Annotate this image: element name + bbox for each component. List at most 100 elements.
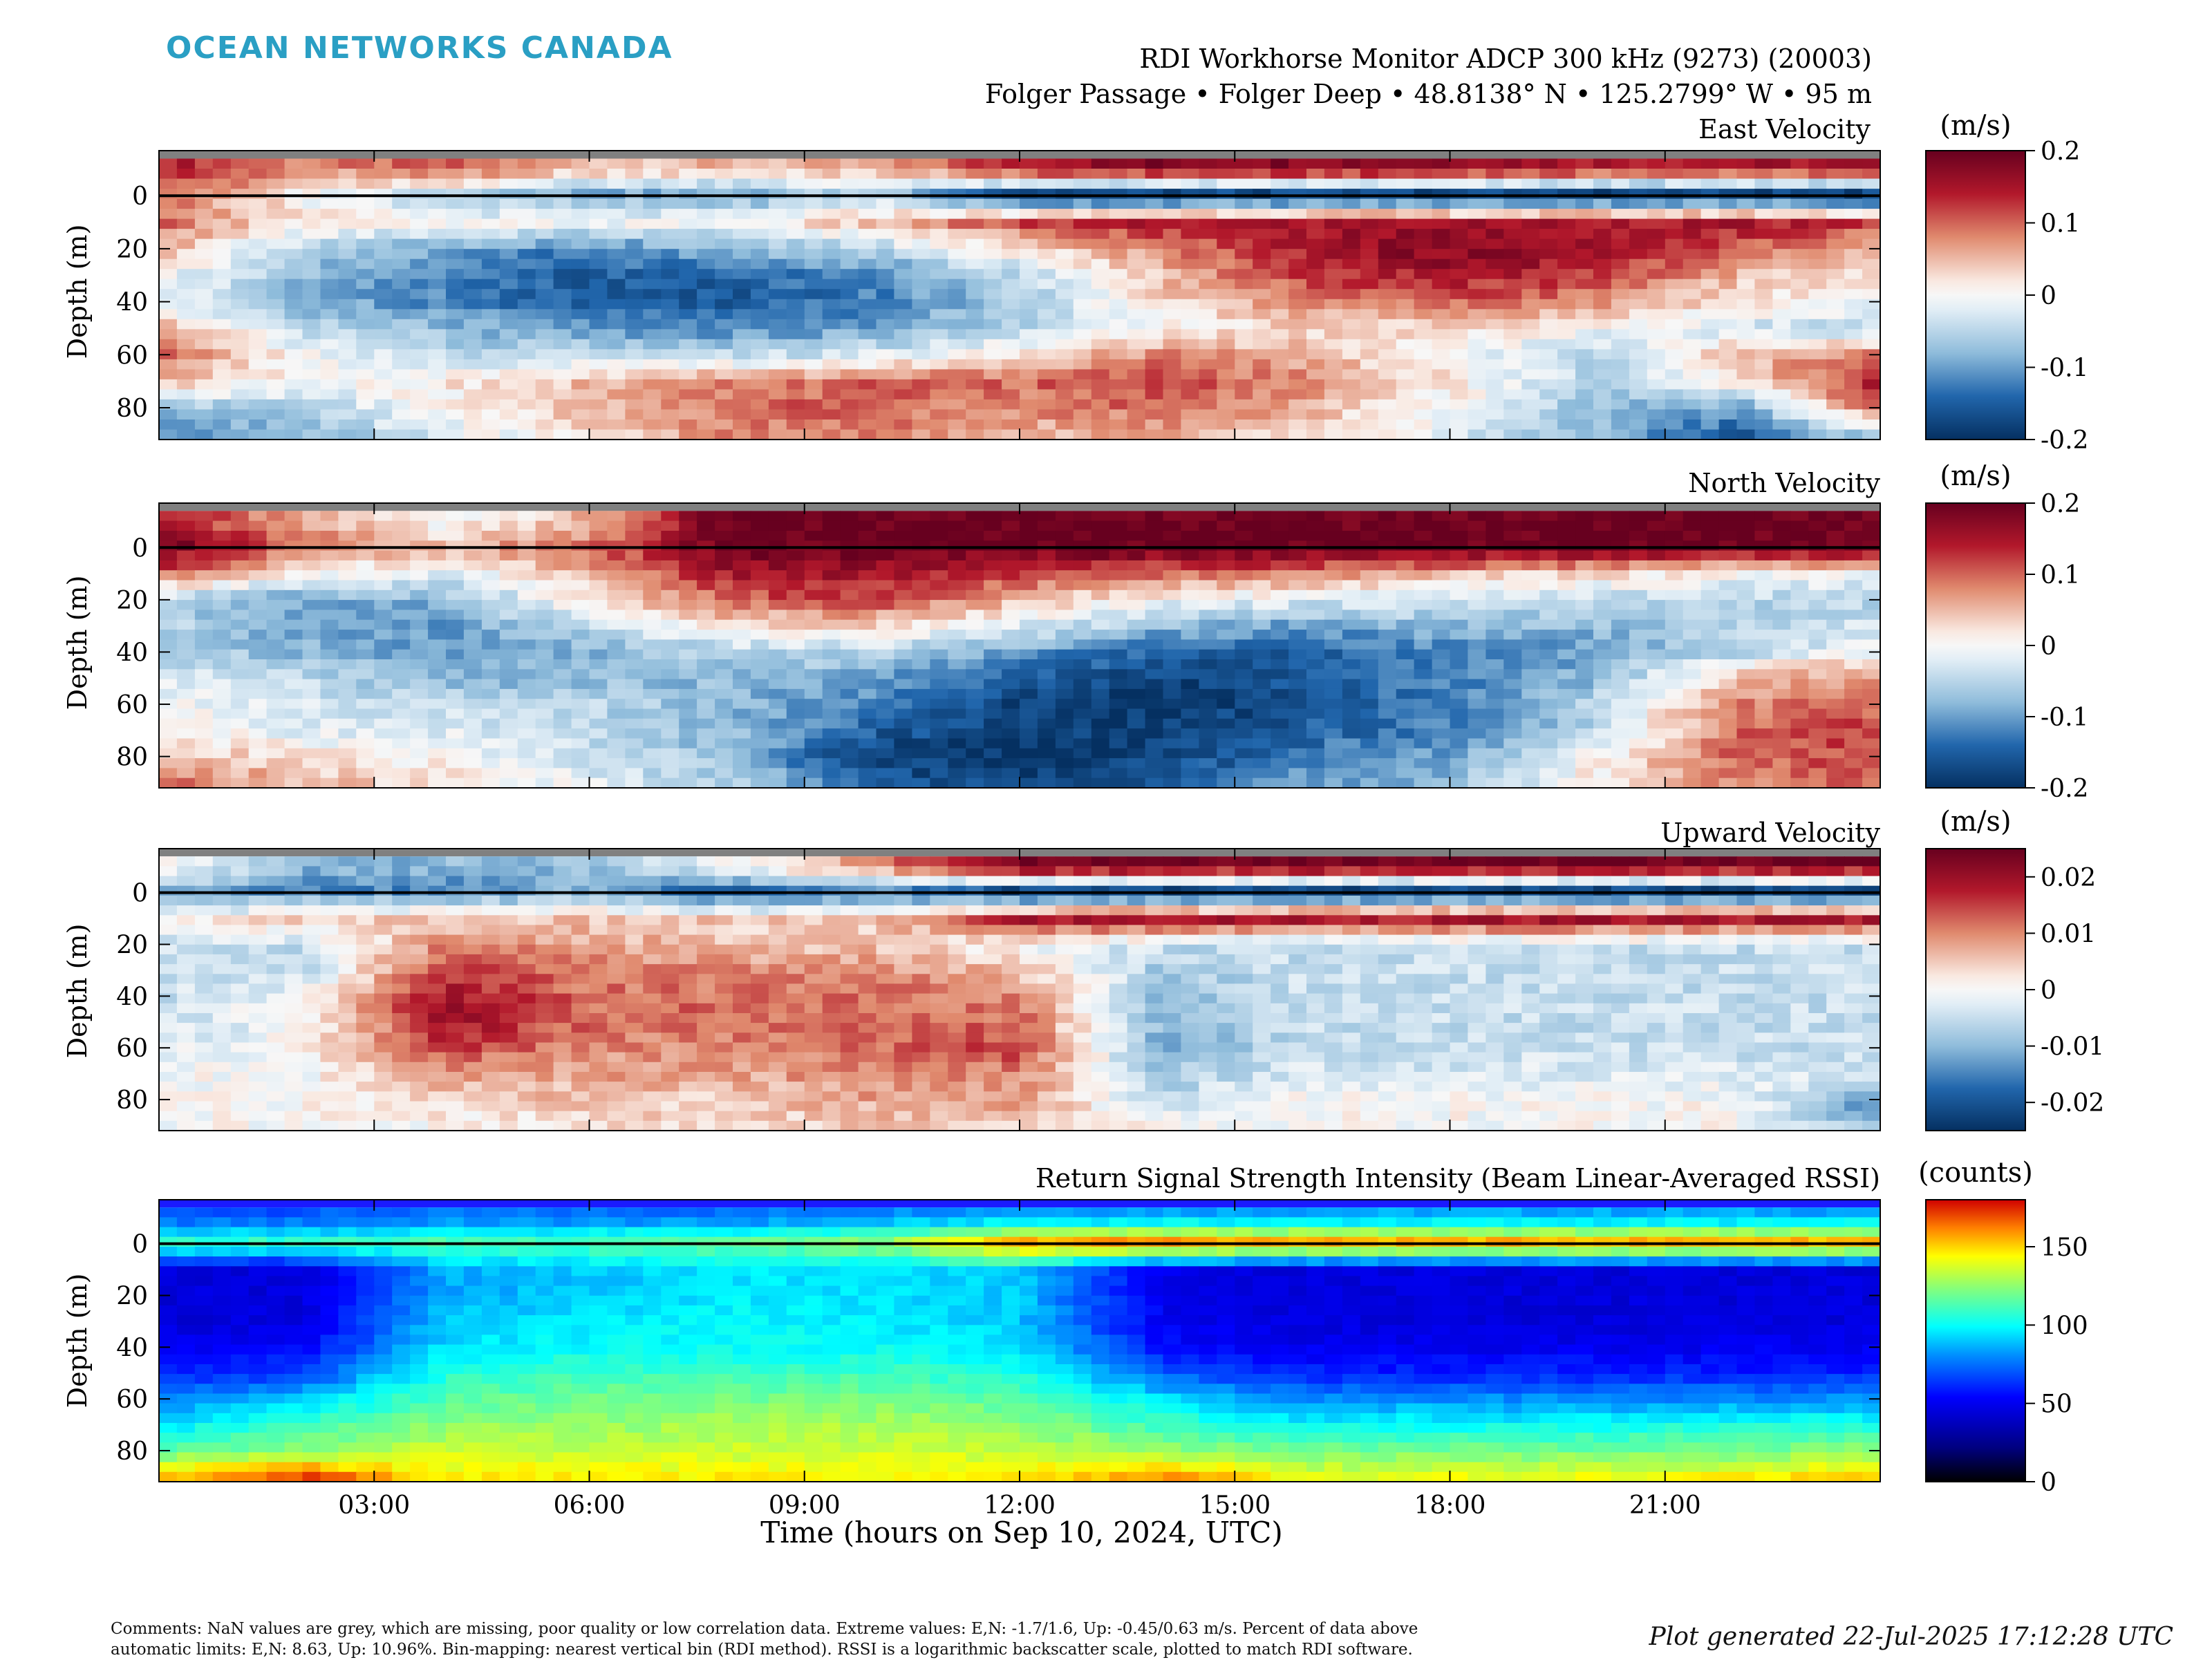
- heatmap-cell: [195, 159, 214, 169]
- heatmap-cell: [1647, 209, 1666, 219]
- heatmap-cell: [1701, 521, 1720, 531]
- heatmap-cell: [572, 299, 590, 310]
- heatmap-cell: [1701, 389, 1720, 399]
- heatmap-cell: [177, 229, 196, 239]
- heatmap-cell: [1360, 719, 1379, 729]
- heatmap-cell: [1253, 689, 1271, 699]
- heatmap-cell: [1862, 409, 1881, 419]
- heatmap-cell: [1396, 239, 1415, 249]
- heatmap-cell: [464, 309, 482, 319]
- heatmap-cell: [410, 511, 429, 521]
- heatmap-cell: [715, 329, 733, 339]
- heatmap-cell: [607, 309, 626, 319]
- heatmap-cell: [1091, 521, 1110, 531]
- heatmap-cell: [1539, 699, 1558, 709]
- heatmap-cell: [1306, 610, 1325, 620]
- heatmap-cell: [1593, 650, 1612, 660]
- heatmap-cell: [1665, 679, 1684, 690]
- heatmap-cell: [805, 590, 823, 601]
- heatmap-cell: [607, 299, 626, 310]
- heatmap-cell: [231, 570, 250, 581]
- heatmap-cell: [1844, 239, 1863, 249]
- heatmap-cell: [1217, 430, 1235, 440]
- heatmap-cell: [805, 630, 823, 640]
- heatmap-cell: [679, 689, 697, 699]
- heatmap-cell: [1145, 269, 1164, 279]
- heatmap-cell: [1826, 389, 1845, 399]
- heatmap-cell: [894, 339, 912, 350]
- heatmap-cell: [966, 309, 984, 319]
- heatmap-cell: [249, 600, 268, 610]
- heatmap-cell: [1737, 600, 1756, 610]
- heatmap-cell: [1306, 639, 1325, 650]
- heatmap-cell: [1450, 620, 1469, 630]
- heatmap-cell: [1091, 219, 1110, 229]
- heatmap-cell: [1683, 419, 1702, 430]
- heatmap-cell: [285, 289, 303, 299]
- heatmap-cell: [446, 570, 465, 581]
- heatmap-cell: [787, 679, 805, 690]
- heatmap-cell: [643, 540, 662, 551]
- heatmap-cell: [1306, 540, 1325, 551]
- heatmap-cell: [1432, 249, 1451, 259]
- heatmap-cell: [1235, 239, 1253, 249]
- heatmap-cell: [877, 739, 895, 749]
- heatmap-cell: [661, 409, 679, 419]
- heatmap-cell: [231, 229, 250, 239]
- heatmap-cell: [195, 299, 214, 310]
- heatmap-cell: [590, 389, 608, 399]
- heatmap-cell: [894, 709, 912, 719]
- heatmap-cell: [1521, 620, 1540, 630]
- heatmap-cell: [1665, 521, 1684, 531]
- heatmap-cell: [536, 349, 554, 359]
- heatmap-cell: [841, 669, 859, 679]
- heatmap-cell: [625, 581, 644, 591]
- heatmap-cell: [1521, 329, 1540, 339]
- heatmap-cell: [607, 159, 626, 169]
- heatmap-cell: [1432, 728, 1451, 739]
- heatmap-cell: [213, 659, 232, 670]
- heatmap-cell: [769, 199, 787, 209]
- heatmap-cell: [841, 630, 859, 640]
- heatmap-cell: [1772, 600, 1791, 610]
- heatmap-cell: [894, 719, 912, 729]
- heatmap-cell: [1163, 521, 1182, 531]
- heatmap-cell: [1772, 269, 1791, 279]
- heatmap-cell: [518, 531, 536, 541]
- heatmap-cell: [715, 521, 733, 531]
- heatmap-cell: [303, 379, 321, 390]
- heatmap-cell: [1557, 409, 1576, 419]
- heatmap-cell: [1647, 728, 1666, 739]
- heatmap-cell: [1521, 229, 1540, 239]
- heatmap-cell: [1647, 189, 1666, 199]
- heatmap-cell: [1306, 560, 1325, 571]
- heatmap-cell: [1253, 289, 1271, 299]
- heatmap-cell: [1271, 600, 1289, 610]
- heatmap-cell: [159, 229, 178, 239]
- heatmap-cell: [356, 269, 375, 279]
- heatmap-cell: [733, 531, 751, 541]
- heatmap-cell: [249, 419, 268, 430]
- heatmap-cell: [948, 551, 966, 561]
- heatmap-cell: [500, 339, 518, 350]
- heatmap-cell: [1217, 399, 1235, 410]
- heatmap-cell: [1414, 610, 1433, 620]
- heatmap-cell: [177, 359, 196, 370]
- heatmap-cell: [518, 669, 536, 679]
- heatmap-cell: [1557, 669, 1576, 679]
- heatmap-cell: [303, 430, 321, 440]
- heatmap-cell: [930, 249, 948, 259]
- heatmap-cell: [1378, 219, 1397, 229]
- heatmap-cell: [1020, 709, 1038, 719]
- heatmap-cell: [1181, 349, 1199, 359]
- heatmap-cell: [374, 389, 393, 399]
- heatmap-cell: [912, 229, 930, 239]
- heatmap-cell: [1109, 289, 1128, 299]
- heatmap-cell: [195, 590, 214, 601]
- heatmap-cell: [392, 219, 411, 229]
- heatmap-cell: [1306, 239, 1325, 249]
- heatmap-cell: [625, 419, 644, 430]
- heatmap-cell: [1485, 521, 1504, 531]
- heatmap-cell: [1826, 650, 1845, 660]
- heatmap-cell: [1593, 379, 1612, 390]
